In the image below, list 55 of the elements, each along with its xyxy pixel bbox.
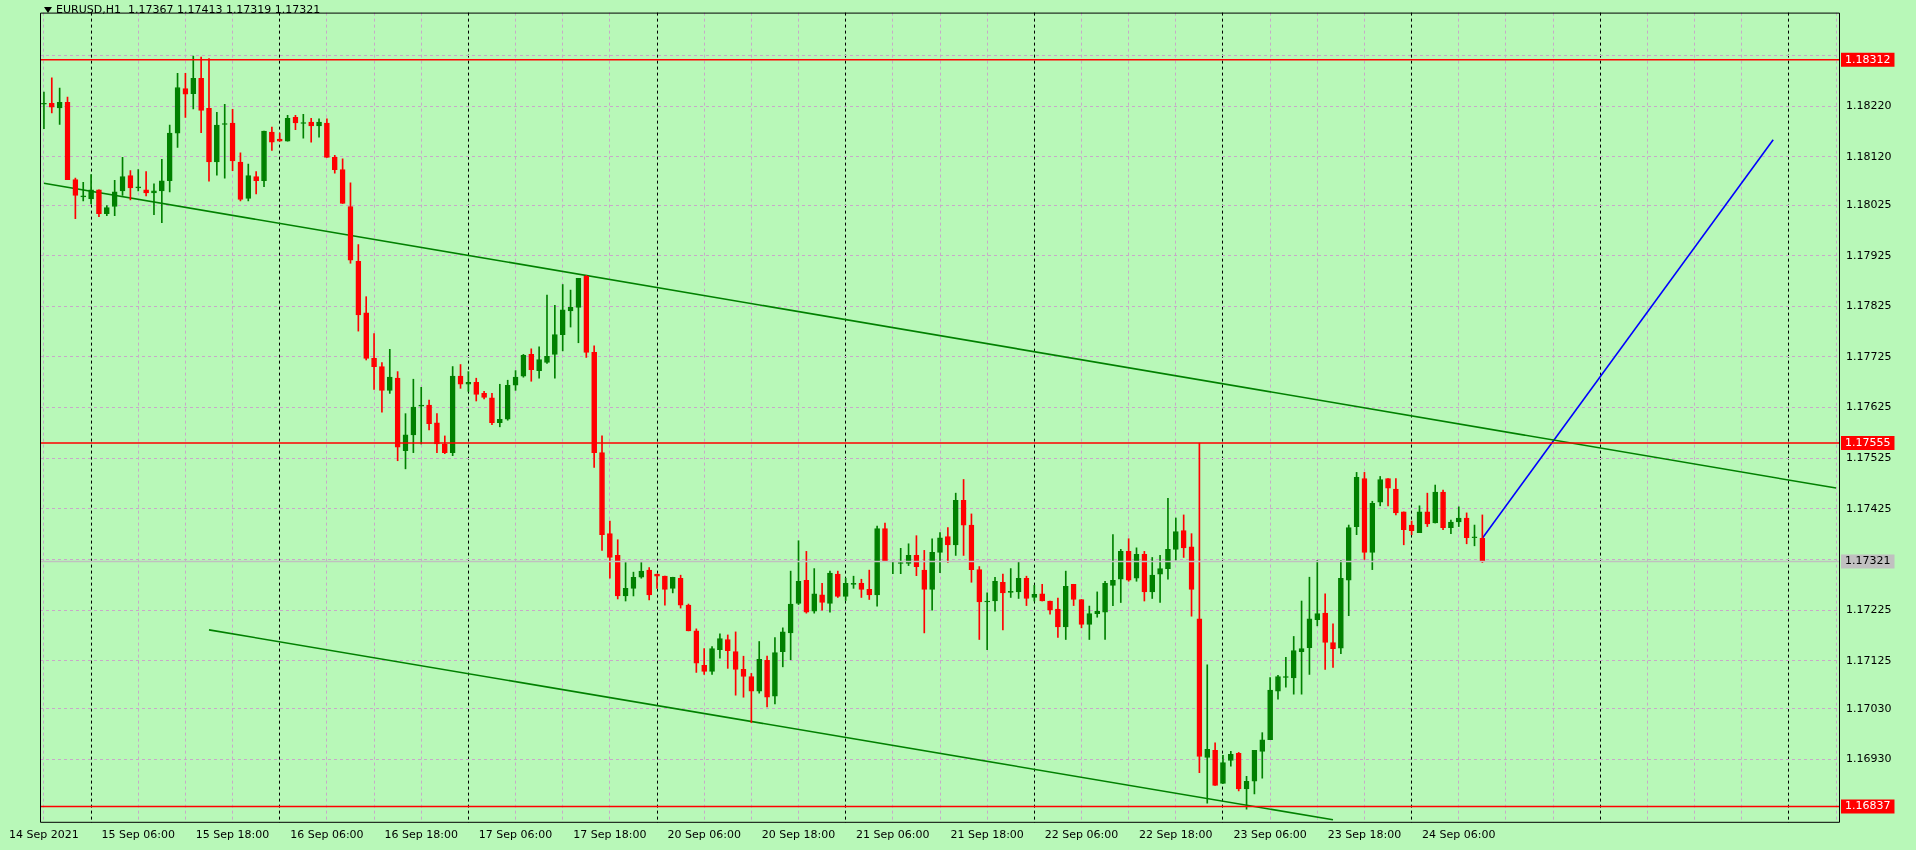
candlestick	[984, 592, 990, 650]
candlestick	[135, 169, 142, 192]
candlestick	[1157, 555, 1163, 603]
y-tick-label: 1.17225	[1846, 602, 1892, 616]
x-tick-label: 22 Sep 18:00	[1139, 828, 1213, 842]
x-tick-label: 17 Sep 18:00	[573, 828, 647, 842]
ref-line-label: 1.18312	[1845, 52, 1891, 66]
candlestick	[1165, 497, 1171, 580]
x-tick-label: 16 Sep 18:00	[384, 828, 458, 842]
y-tick-label: 1.18220	[1846, 99, 1892, 113]
y-tick-label: 1.18120	[1846, 149, 1892, 163]
y-tick-label: 1.17725	[1846, 349, 1892, 363]
candlestick	[544, 294, 550, 364]
candlestick	[701, 648, 708, 675]
candlestick	[1330, 623, 1336, 668]
candlestick	[371, 333, 377, 390]
x-tick-label: 23 Sep 18:00	[1327, 828, 1402, 842]
y-tick-label: 1.17030	[1846, 701, 1892, 715]
x-tick-label: 15 Sep 06:00	[101, 828, 175, 842]
candlestick	[253, 171, 259, 195]
x-tick-label: 23 Sep 06:00	[1233, 828, 1307, 842]
x-tick-label: 20 Sep 06:00	[667, 828, 741, 842]
candlestick	[1094, 591, 1101, 618]
y-tick-label: 1.17525	[1846, 451, 1892, 465]
candlestick	[48, 77, 55, 114]
x-tick-label: 24 Sep 06:00	[1422, 828, 1496, 842]
candlestick	[418, 386, 425, 445]
ref-line-label: 1.16837	[1845, 799, 1891, 813]
y-tick-label: 1.17125	[1846, 653, 1892, 667]
candlestick	[497, 383, 503, 428]
ref-line-label: 1.17321	[1845, 554, 1891, 568]
x-tick-label: 16 Sep 06:00	[290, 828, 364, 842]
x-tick-label: 20 Sep 18:00	[761, 828, 836, 842]
y-tick-label: 1.18025	[1846, 197, 1892, 211]
y-tick-label: 1.17425	[1846, 501, 1892, 515]
x-tick-label: 14 Sep 2021	[9, 828, 79, 842]
x-tick-label: 15 Sep 18:00	[195, 828, 270, 842]
candlestick	[41, 91, 47, 129]
candlestick	[654, 573, 660, 589]
x-tick-label: 22 Sep 06:00	[1044, 828, 1119, 842]
y-tick-label: 1.17625	[1846, 400, 1892, 414]
candlestick	[921, 550, 928, 634]
y-tick-label: 1.17925	[1846, 248, 1892, 262]
candlestick	[1000, 573, 1006, 631]
x-tick-label: 21 Sep 06:00	[856, 828, 930, 842]
y-tick-label: 1.17825	[1846, 299, 1892, 313]
candlestick	[866, 569, 873, 600]
x-tick-label: 17 Sep 06:00	[478, 828, 553, 842]
x-tick-label: 21 Sep 18:00	[950, 828, 1024, 842]
candlestick	[1314, 560, 1321, 627]
ref-line-label: 1.17555	[1845, 435, 1891, 449]
y-tick-label: 1.16930	[1846, 752, 1892, 766]
chart-title: EURUSD,H1 1.17367 1.17413 1.17319 1.17321	[56, 3, 321, 16]
candlestick	[1110, 534, 1116, 606]
candlestick	[1204, 664, 1211, 804]
